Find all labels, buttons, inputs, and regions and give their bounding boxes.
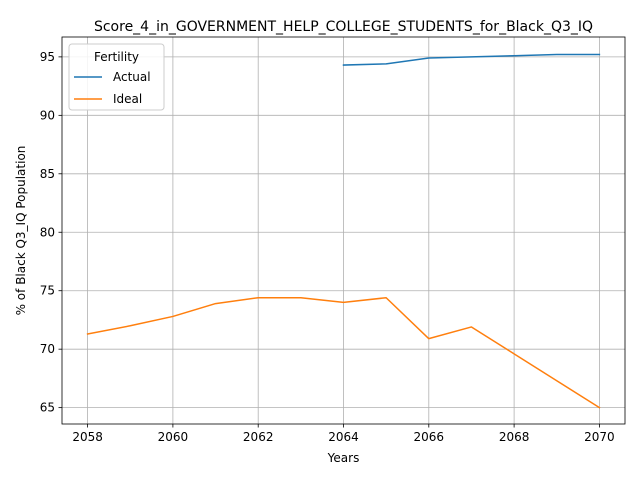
series-line-actual — [342, 53, 601, 66]
legend-box — [68, 43, 165, 111]
x-tick-label: 2070 — [584, 430, 615, 444]
y-axis-label: % of Black Q3_IQ Population — [14, 146, 28, 316]
y-axis-ticks: 65 70 75 80 85 90 95 — [40, 50, 62, 415]
chart-title: Score_4_in_GOVERNMENT_HELP_COLLEGE_STUDE… — [94, 19, 593, 35]
x-tick-label: 2058 — [72, 430, 103, 444]
y-tick-label: 70 — [40, 342, 55, 356]
x-tick-label: 2068 — [499, 430, 530, 444]
x-tick-label: 2060 — [158, 430, 189, 444]
x-axis-label: Years — [327, 451, 360, 465]
x-axis-ticks: 2058 2060 2062 2064 2066 2068 2070 — [72, 424, 615, 444]
legend-label-ideal: Ideal — [113, 92, 142, 106]
x-tick-label: 2066 — [414, 430, 445, 444]
y-tick-label: 90 — [40, 108, 55, 122]
x-tick-label: 2062 — [243, 430, 274, 444]
legend: Fertility Actual Ideal — [68, 43, 165, 111]
legend-label-actual: Actual — [113, 70, 151, 84]
y-tick-label: 95 — [40, 50, 55, 64]
x-tick-label: 2064 — [328, 430, 359, 444]
y-tick-label: 85 — [40, 167, 55, 181]
y-tick-label: 75 — [40, 284, 55, 298]
y-tick-label: 80 — [40, 225, 55, 239]
legend-title: Fertility — [94, 50, 139, 64]
series-line-ideal — [86, 296, 601, 409]
y-tick-label: 65 — [40, 401, 55, 415]
grid-lines — [62, 37, 625, 424]
series-lines — [86, 53, 601, 409]
